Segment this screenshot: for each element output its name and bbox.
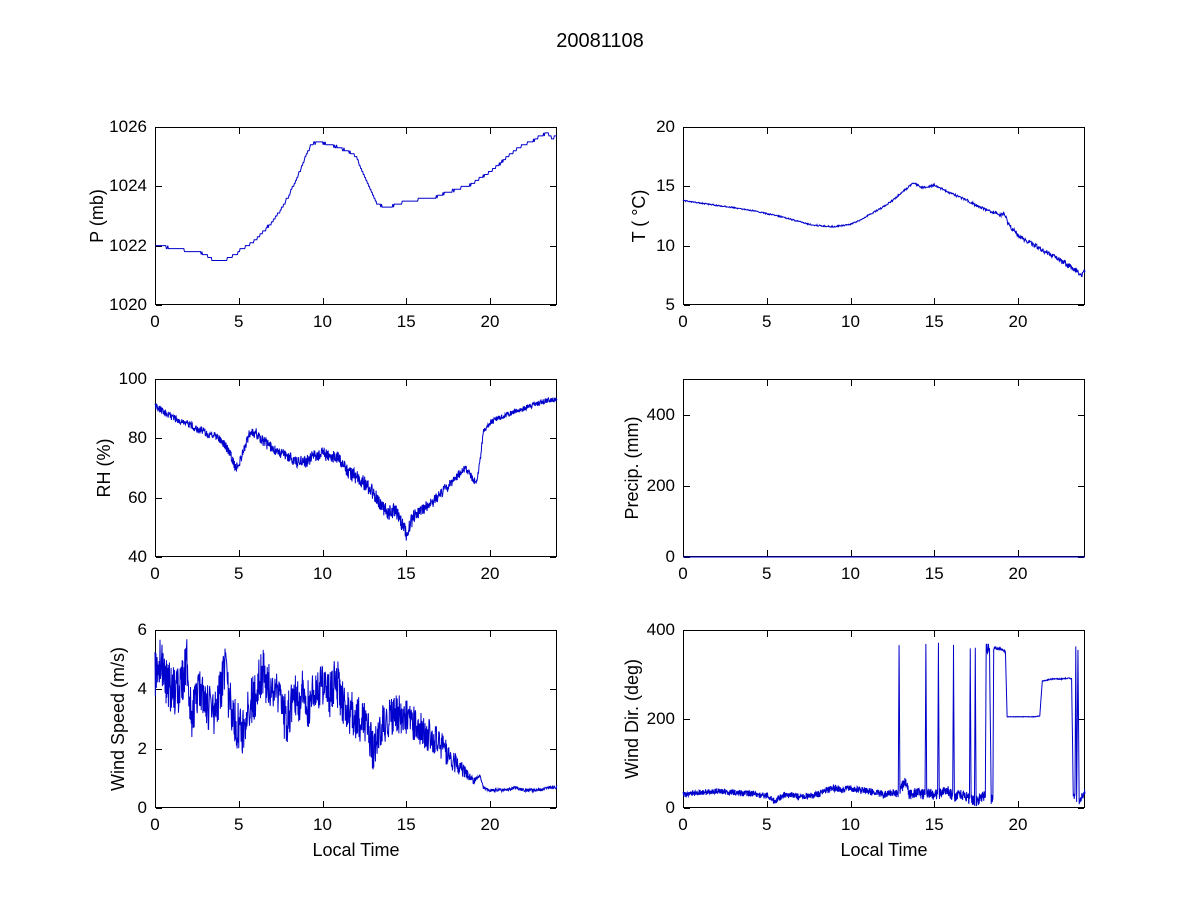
y-axis-label: RH (%) — [94, 438, 114, 498]
y-tick-label: 1020 — [109, 295, 147, 314]
y-tick-label: 0 — [665, 798, 675, 817]
x-tick-label: 0 — [150, 564, 160, 583]
x-tick-label: 0 — [150, 815, 160, 834]
y-axis-label: Precip. (mm) — [622, 416, 642, 520]
x-tick-label: 0 — [678, 815, 688, 834]
data-line — [154, 639, 558, 794]
data-line — [154, 396, 558, 541]
x-tick-label: 10 — [313, 312, 332, 331]
y-tick-label: 100 — [118, 369, 147, 388]
x-tick-label: 20 — [1008, 564, 1028, 583]
y-tick-label: 15 — [656, 176, 675, 196]
subplot-relative-humidity: 0 5 10 15 20 40 60 80 100 RH (%) — [94, 369, 558, 583]
subplot-temperature: 0 5 10 15 20 5 10 15 20 T ( °C) — [629, 117, 1086, 331]
data-line — [682, 642, 1086, 807]
plot-canvas — [682, 127, 1086, 306]
subplot-wind-direction: 0 5 10 15 20 0 200 400 Wind Dir. (deg) Local Time — [622, 620, 1086, 860]
figure-title: 20081108 — [556, 30, 644, 52]
y-tick-label: 1026 — [109, 117, 147, 136]
x-tick-label: 10 — [841, 312, 860, 331]
y-tick-label: 400 — [646, 620, 675, 639]
y-axis-label: Wind Speed (m/s) — [108, 646, 128, 792]
x-tick-label: 5 — [762, 815, 772, 834]
y-tick-label: 0 — [137, 798, 147, 817]
subplot-precipitation: 0 5 10 15 20 0 200 400 Precip. (mm) — [622, 379, 1085, 583]
x-tick-label: 5 — [762, 312, 772, 331]
y-axis-label: Wind Dir. (deg) — [622, 658, 642, 780]
plot-canvas — [683, 379, 1085, 558]
x-tick-label: 5 — [762, 564, 772, 583]
y-tick-label: 400 — [646, 404, 675, 424]
x-tick-label: 0 — [678, 312, 688, 331]
x-tick-label: 0 — [150, 312, 160, 331]
x-tick-label: 20 — [480, 564, 500, 583]
data-line — [155, 132, 557, 261]
y-tick-label: 2 — [137, 738, 147, 758]
plot-canvas — [154, 379, 558, 558]
x-tick-label: 10 — [841, 564, 860, 583]
y-axis-label: T ( °C) — [629, 189, 649, 243]
plot-canvas — [682, 630, 1086, 809]
x-tick-label: 0 — [678, 564, 688, 583]
y-tick-label: 1022 — [109, 235, 147, 255]
subplot-wind-speed: 0 5 10 15 20 0 2 4 6 Wind Speed (m/s) Local Time — [108, 620, 558, 860]
x-tick-label: 5 — [234, 312, 244, 331]
y-tick-label: 200 — [646, 709, 675, 728]
y-tick-label: 200 — [646, 475, 675, 495]
x-tick-label: 20 — [1008, 815, 1028, 834]
x-tick-label: 5 — [234, 815, 244, 834]
x-tick-label: 15 — [924, 312, 944, 331]
x-axis-label: Local Time — [312, 840, 400, 860]
x-tick-label: 5 — [234, 564, 244, 583]
y-axis-label: P (mb) — [87, 189, 107, 243]
x-tick-label: 20 — [480, 815, 500, 834]
x-tick-label: 10 — [313, 564, 332, 583]
y-tick-label: 80 — [128, 428, 147, 448]
data-line — [682, 182, 1086, 278]
x-tick-label: 20 — [1008, 312, 1028, 331]
subplot-pressure: 0 5 10 15 20 1020 1022 1024 1026 P (mb) — [87, 117, 557, 331]
x-tick-label: 20 — [480, 312, 500, 331]
x-tick-label: 10 — [313, 815, 332, 834]
x-tick-label: 15 — [396, 564, 416, 583]
plot-canvas — [154, 630, 558, 809]
x-axis-label: Local Time — [840, 840, 928, 860]
y-tick-label: 40 — [128, 547, 147, 566]
x-tick-label: 15 — [924, 815, 944, 834]
x-tick-label: 10 — [841, 815, 860, 834]
y-tick-label: 6 — [137, 620, 147, 639]
y-tick-label: 60 — [128, 487, 147, 507]
y-tick-label: 4 — [137, 679, 147, 699]
x-tick-label: 15 — [396, 312, 416, 331]
x-tick-label: 15 — [924, 564, 944, 583]
y-tick-label: 5 — [665, 295, 675, 314]
y-tick-label: 20 — [656, 117, 675, 136]
plot-canvas — [155, 127, 557, 306]
y-tick-label: 0 — [665, 547, 675, 566]
y-tick-label: 1024 — [109, 176, 147, 196]
y-tick-label: 10 — [656, 235, 675, 255]
x-tick-label: 15 — [396, 815, 416, 834]
